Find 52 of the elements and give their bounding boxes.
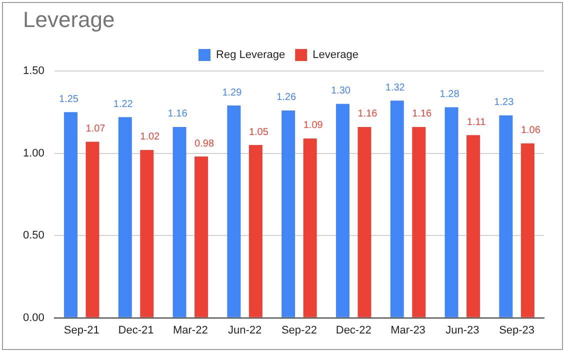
data-label: 1.05	[248, 126, 269, 138]
data-label: 1.23	[494, 97, 514, 108]
bar	[499, 115, 513, 318]
bar	[194, 156, 208, 318]
bar	[248, 145, 262, 318]
data-label: 0.98	[194, 138, 214, 150]
bar	[227, 106, 241, 318]
data-label: 1.11	[466, 116, 486, 128]
chart-title: Leverage	[23, 7, 115, 33]
bar	[282, 110, 296, 318]
y-tick-label: 0.50	[22, 230, 44, 242]
x-tick-label: Dec-21	[118, 324, 154, 336]
bar	[444, 107, 458, 318]
data-label: 1.09	[303, 120, 324, 132]
data-label: 1.02	[140, 132, 160, 143]
x-tick-label: Dec-22	[336, 324, 372, 336]
bar	[118, 117, 132, 318]
bar	[390, 100, 404, 318]
x-tick-label: Jun-23	[446, 324, 480, 336]
x-tick-label: Sep-23	[499, 324, 535, 336]
bar	[336, 104, 350, 318]
legend-label: Reg Leverage	[216, 49, 286, 62]
bar	[86, 142, 100, 318]
bar	[520, 143, 534, 318]
x-tick-label: Sep-21	[64, 324, 100, 336]
data-label: 1.25	[58, 94, 79, 105]
x-tick-label: Mar-23	[390, 324, 426, 336]
data-label: 1.28	[440, 88, 460, 100]
data-label: 1.06	[520, 125, 541, 136]
data-label: 1.07	[86, 124, 106, 134]
bar	[140, 150, 154, 318]
bar	[358, 126, 372, 318]
x-tick-label: Sep-22	[281, 324, 317, 336]
legend-label: Leverage	[312, 49, 358, 62]
data-label: 1.30	[330, 86, 351, 97]
data-label: 1.16	[168, 108, 188, 120]
data-label: 1.16	[412, 108, 432, 120]
data-label: 1.29	[222, 87, 242, 98]
data-label: 1.32	[385, 82, 406, 94]
bar	[303, 138, 317, 318]
bar	[172, 126, 186, 318]
x-tick-label: Mar-22	[172, 324, 208, 336]
y-tick-label: 1.50	[22, 65, 44, 78]
data-label: 1.22	[113, 98, 134, 110]
bar	[466, 135, 480, 318]
bar	[412, 126, 426, 318]
y-tick-label: 1.00	[22, 147, 44, 160]
data-label: 1.26	[276, 92, 296, 104]
x-tick-label: Jun-22	[228, 324, 262, 336]
bar	[64, 112, 78, 318]
data-label: 1.16	[358, 108, 378, 120]
y-tick-label: 0.00	[22, 312, 44, 324]
